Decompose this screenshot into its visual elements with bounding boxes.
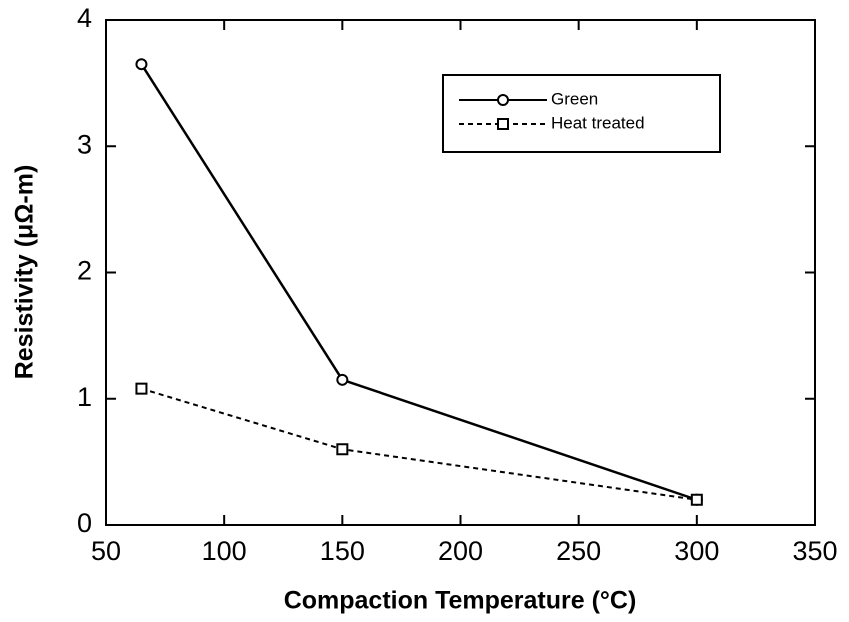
marker <box>135 58 148 71</box>
y-tick-label: 1 <box>77 382 92 412</box>
marker <box>690 493 703 506</box>
legend-label: Green <box>551 89 598 108</box>
y-tick-label: 0 <box>77 508 92 538</box>
legend-label: Heat treated <box>551 113 645 132</box>
y-axis-title: Resistivity (μΩ-m) <box>11 165 39 380</box>
x-tick-label: 200 <box>438 536 483 566</box>
marker <box>336 373 349 386</box>
x-tick-label: 50 <box>91 536 121 566</box>
legend-marker <box>497 118 509 130</box>
legend: Green Heat treated <box>442 74 721 153</box>
y-tick-label: 2 <box>77 256 92 286</box>
x-tick-label: 350 <box>792 536 837 566</box>
x-tick-label: 250 <box>556 536 601 566</box>
x-tick-label: 300 <box>674 536 719 566</box>
x-tick-label: 150 <box>320 536 365 566</box>
x-tick-label: 100 <box>202 536 247 566</box>
marker <box>336 443 349 456</box>
marker <box>135 382 148 395</box>
y-tick-label: 3 <box>77 129 92 159</box>
legend-marker <box>497 94 509 106</box>
legend-box <box>442 74 721 153</box>
x-axis-title: Compaction Temperature (°C) <box>284 587 637 615</box>
y-tick-label: 4 <box>77 3 92 33</box>
